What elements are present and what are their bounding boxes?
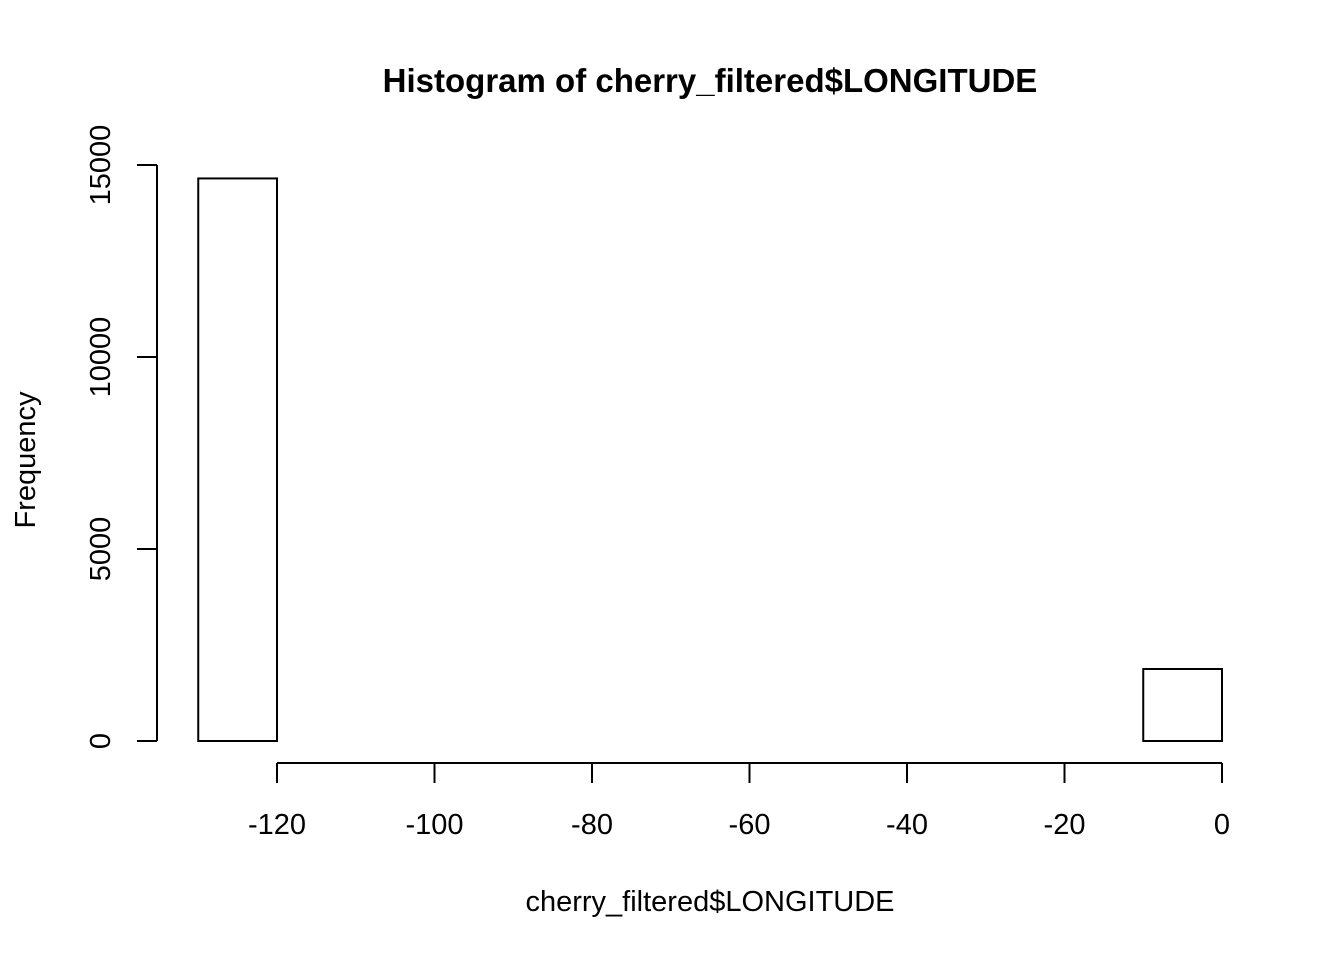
bar bbox=[1142, 668, 1223, 742]
chart-title: Histogram of cherry_filtered$LONGITUDE bbox=[383, 62, 1038, 99]
x-tick-label: -80 bbox=[571, 809, 613, 841]
x-tick-label: -120 bbox=[248, 809, 306, 841]
x-tick-label: -100 bbox=[405, 809, 463, 841]
y-tick-label: 10000 bbox=[85, 317, 117, 398]
y-tick-label: 0 bbox=[85, 733, 117, 749]
y-tick-label: 15000 bbox=[85, 125, 117, 206]
y-tick-label: 5000 bbox=[85, 517, 117, 582]
y-axis-label: Frequency bbox=[10, 391, 42, 529]
x-tick-label: -60 bbox=[729, 809, 771, 841]
x-tick-label: -40 bbox=[886, 809, 928, 841]
x-axis-label: cherry_filtered$LONGITUDE bbox=[525, 886, 894, 918]
x-tick-label: -20 bbox=[1044, 809, 1086, 841]
bar bbox=[197, 177, 278, 742]
x-tick-label: 0 bbox=[1214, 809, 1230, 841]
